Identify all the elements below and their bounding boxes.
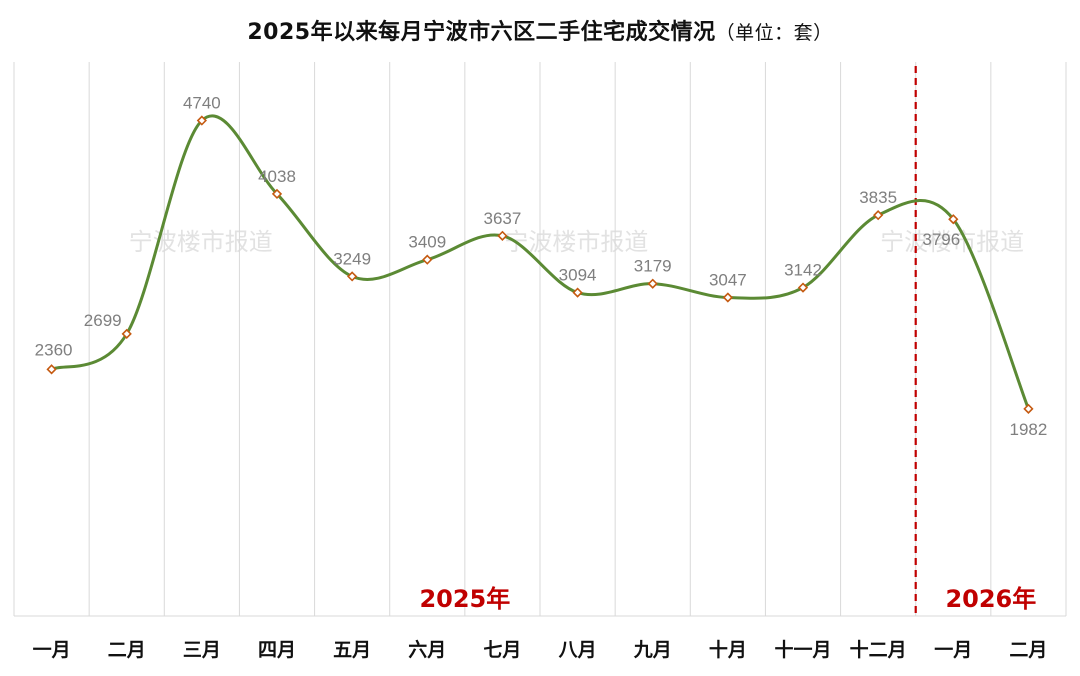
data-label: 3249 <box>333 249 371 268</box>
data-point-marker <box>422 254 433 265</box>
data-label: 2699 <box>84 311 122 330</box>
data-label: 2360 <box>35 340 73 359</box>
x-tick-label: 五月 <box>333 639 371 661</box>
data-label: 4038 <box>258 167 296 186</box>
year-label-2026: 2026年 <box>945 585 1036 613</box>
data-labels: 2360 2699 4740 4038 3249 3409 3637 3094 3179 3047… <box>35 94 1048 439</box>
data-label: 3094 <box>559 266 597 285</box>
data-point-marker <box>722 292 733 303</box>
year-label-2025: 2025年 <box>419 585 510 613</box>
x-tick-label: 四月 <box>258 639 296 661</box>
x-tick-label: 十一月 <box>774 638 831 661</box>
data-label: 3796 <box>922 230 960 249</box>
x-tick-label: 一月 <box>33 639 71 661</box>
data-point-marker <box>46 364 57 375</box>
x-tick-label: 二月 <box>108 639 146 661</box>
watermark-text: 宁波楼市报道 <box>880 228 1024 256</box>
gridlines <box>13 62 1067 617</box>
x-tick-label: 七月 <box>483 639 521 661</box>
data-point-marker <box>347 271 358 282</box>
data-point-marker <box>572 287 583 298</box>
data-point-marker <box>1023 403 1034 414</box>
data-point-marker <box>873 210 884 221</box>
data-label: 4740 <box>183 94 221 113</box>
x-tick-label: 三月 <box>183 639 221 661</box>
x-tick-label: 一月 <box>934 639 972 661</box>
data-point-marker <box>271 188 283 200</box>
data-point-marker <box>647 278 658 289</box>
data-label: 3637 <box>484 209 522 228</box>
data-point-marker <box>121 328 132 340</box>
markers <box>46 115 1034 414</box>
chart-title-text: 2025年以来每月宁波市六区二手住宅成交情况 <box>247 20 716 45</box>
data-point-marker <box>797 282 809 293</box>
x-tick-label: 十月 <box>709 638 747 661</box>
data-label: 3409 <box>408 233 446 252</box>
data-label: 3142 <box>784 261 822 280</box>
x-axis: 一月 二月 三月 四月 五月 六月 七月 八月 九月 十月 十一月 十二月 一月 二月 <box>33 638 1048 661</box>
x-tick-label: 二月 <box>1009 639 1047 661</box>
x-tick-label: 六月 <box>408 638 446 661</box>
x-tick-label: 十二月 <box>850 638 907 661</box>
data-label: 1982 <box>1010 420 1048 439</box>
data-label: 3835 <box>859 188 897 207</box>
year-labels: 2025年 2026年 <box>419 585 1036 613</box>
data-label: 3047 <box>709 271 747 290</box>
data-point-marker <box>948 214 959 225</box>
watermark-text: 宁波楼市报道 <box>129 228 273 256</box>
data-label: 3179 <box>634 257 672 276</box>
data-point-marker <box>497 230 508 241</box>
chart-title: 2025年以来每月宁波市六区二手住宅成交情况（单位：套） <box>0 14 1080 46</box>
x-tick-label: 八月 <box>559 639 597 661</box>
data-point-marker <box>196 115 207 126</box>
x-tick-label: 九月 <box>633 639 672 661</box>
chart-unit-label: （单位：套） <box>715 22 833 44</box>
watermarks: 宁波楼市报道 宁波楼市报道 宁波楼市报道 <box>129 228 1024 256</box>
